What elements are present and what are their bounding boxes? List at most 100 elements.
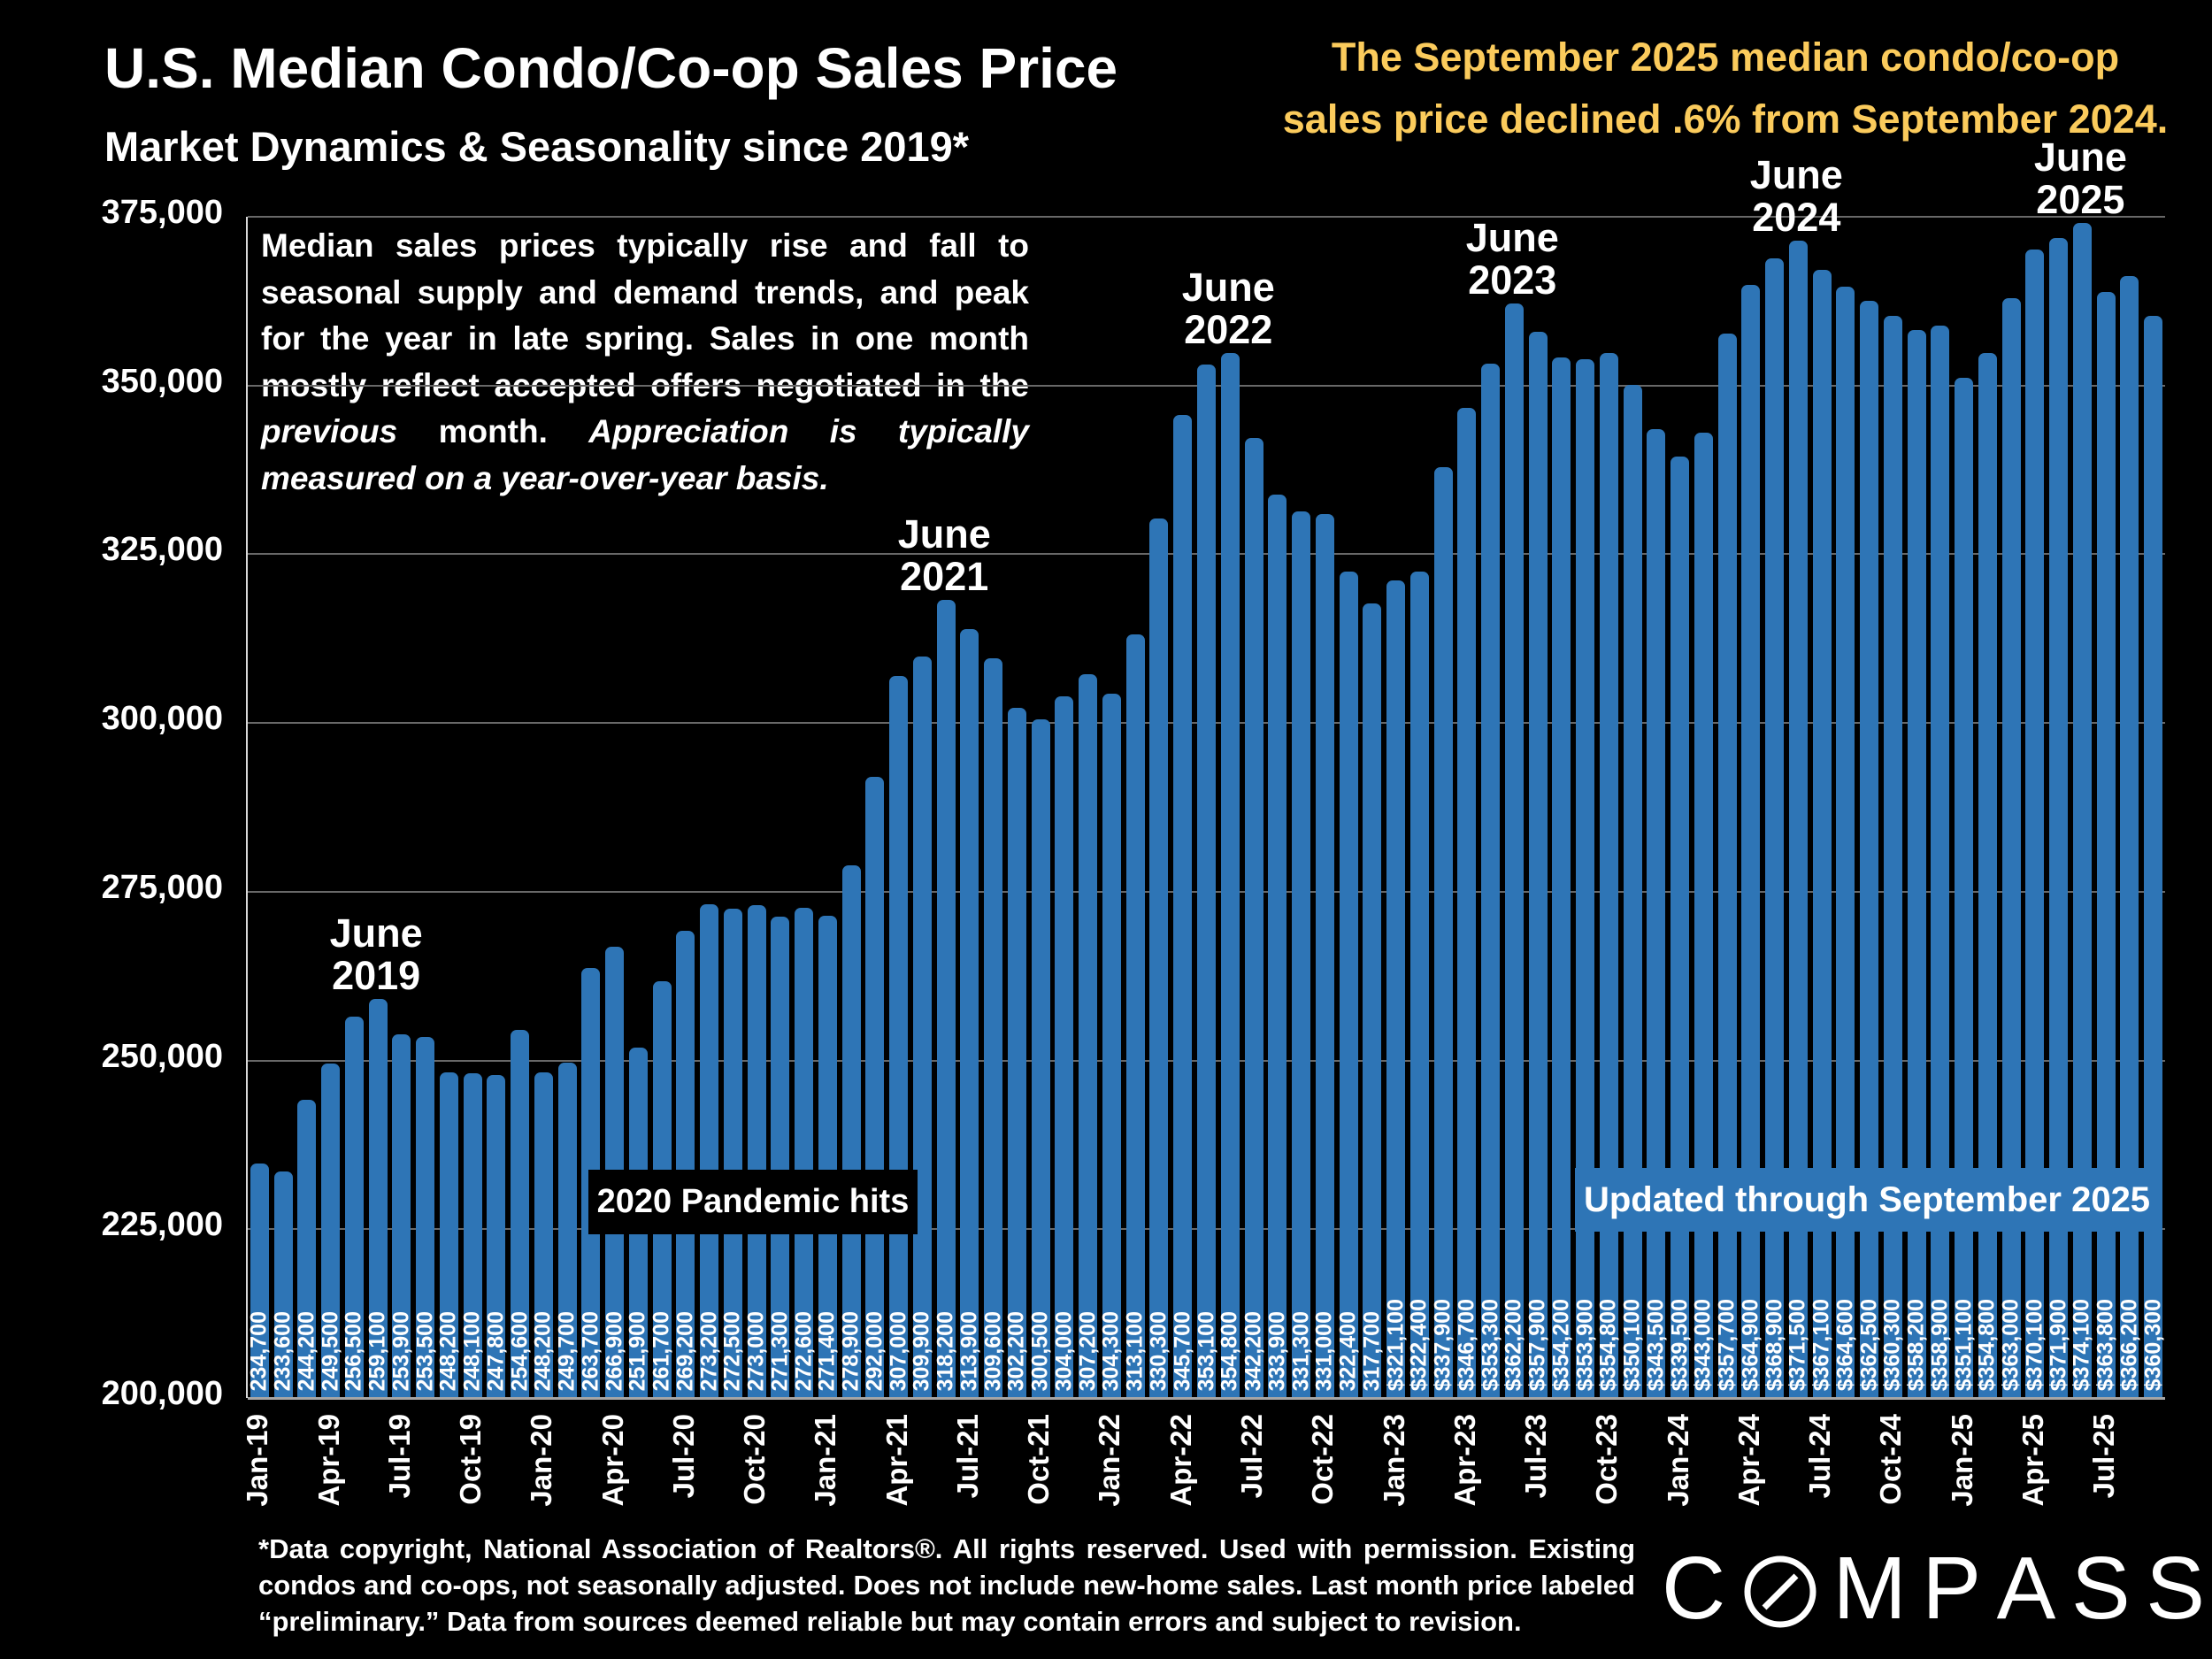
- bar-value-label: $343,000: [1690, 1298, 1716, 1391]
- bar-value-label: 304,000: [1051, 1310, 1077, 1391]
- bar-Jul-20: 269,200: [672, 931, 697, 1398]
- bar-value-label: $353,300: [1478, 1298, 1503, 1391]
- x-axis-tick-label: Jan-21: [809, 1414, 842, 1507]
- bar-value-label: 271,300: [767, 1310, 793, 1391]
- bar-value-label: 251,900: [625, 1310, 650, 1391]
- bar-Dec-20: 272,600: [791, 908, 817, 1398]
- bar-value-label: 273,000: [743, 1310, 769, 1391]
- annotation-june-2023: June 2023: [1465, 214, 1559, 303]
- bar-value-label: 313,100: [1122, 1310, 1148, 1391]
- bar-Mar-24: $357,700: [1715, 334, 1740, 1398]
- bar-Apr-21: 307,000: [886, 675, 910, 1398]
- bar-value-label: $339,500: [1667, 1298, 1693, 1391]
- bar-value-label: $374,100: [2069, 1298, 2094, 1391]
- bar-value-label: $364,600: [1832, 1298, 1858, 1391]
- bar-Aug-22: 333,900: [1264, 494, 1290, 1398]
- bar-Mar-25: $363,000: [1999, 297, 2024, 1398]
- bar-Feb-24: $343,000: [1690, 433, 1716, 1398]
- bar-value-label: 248,100: [459, 1310, 485, 1391]
- bar-Apr-22: 345,700: [1170, 414, 1195, 1398]
- bar-value-label: 342,200: [1240, 1310, 1266, 1391]
- x-axis-tick-label: Apr-19: [311, 1414, 345, 1507]
- x-axis-tick-label: Jul-22: [1235, 1414, 1268, 1499]
- bar-value-label: $343,500: [1643, 1298, 1669, 1391]
- bar-Aug-24: $364,600: [1832, 287, 1858, 1398]
- y-axis-tick-label: 350,000: [101, 362, 223, 400]
- bar-value-label: 300,500: [1027, 1310, 1053, 1391]
- bar-Jul-24: $367,100: [1809, 270, 1834, 1398]
- bar-value-label: 248,200: [435, 1310, 461, 1391]
- x-axis-tick-label: Apr-21: [879, 1414, 913, 1507]
- x-axis-tick-label: Jan-19: [241, 1414, 274, 1507]
- x-axis-tick-label: Apr-23: [1448, 1414, 1481, 1507]
- bar-Jul-25: $363,800: [2093, 292, 2118, 1398]
- bar-Aug-19: 253,500: [412, 1036, 438, 1398]
- bar-value-label: 317,700: [1359, 1310, 1385, 1391]
- bar-value-label: $350,100: [1619, 1298, 1645, 1391]
- bar-Nov-23: $350,100: [1619, 385, 1645, 1398]
- bar-value-label: $371,900: [2046, 1298, 2071, 1391]
- bar-value-label: $367,100: [1809, 1298, 1834, 1391]
- bar-value-label: $371,500: [1785, 1298, 1810, 1391]
- bar-value-label: $363,800: [2093, 1298, 2118, 1391]
- x-axis-tick-label: Apr-25: [2016, 1414, 2049, 1507]
- bar-Oct-23: $354,800: [1596, 353, 1621, 1398]
- bar-Jan-21: 271,400: [815, 916, 840, 1398]
- bar-value-label: 272,600: [791, 1310, 817, 1391]
- bar-Jan-25: $351,100: [1951, 378, 1976, 1398]
- bar-Sep-21: 302,200: [1004, 708, 1029, 1398]
- x-axis-tick-label: Oct-19: [454, 1414, 488, 1505]
- bar-value-label: 309,900: [909, 1310, 934, 1391]
- bar-value-label: 234,700: [246, 1310, 272, 1391]
- bar-value-label: $321,100: [1383, 1298, 1409, 1391]
- commentary-segment: previous: [261, 413, 398, 450]
- logo-letter: C: [1662, 1539, 1728, 1638]
- bar-value-label: $366,200: [2116, 1298, 2142, 1391]
- commentary-segment: month.: [397, 413, 589, 450]
- page-subtitle: Market Dynamics & Seasonality since 2019…: [104, 123, 970, 170]
- bar-Sep-20: 272,500: [720, 908, 745, 1398]
- bar-value-label: 331,000: [1311, 1310, 1337, 1391]
- bar-Aug-21: 309,600: [980, 657, 1005, 1398]
- y-axis-tick-label: 200,000: [101, 1375, 223, 1412]
- logo-letter: M: [1832, 1539, 1909, 1638]
- bar-value-label: 259,100: [365, 1310, 390, 1391]
- bar-value-label: $337,900: [1430, 1298, 1455, 1391]
- bar-Sep-22: 331,300: [1288, 511, 1313, 1398]
- bar-value-label: 333,900: [1264, 1310, 1290, 1391]
- data-source-note: *Data copyright, National Association of…: [258, 1533, 1635, 1638]
- pandemic-callout-label: 2020 Pandemic hits: [596, 1183, 910, 1220]
- x-axis-tick-label: Oct-24: [1874, 1414, 1908, 1505]
- bar-value-label: 253,500: [412, 1310, 438, 1391]
- bar-value-label: 256,500: [341, 1310, 366, 1391]
- bar-value-label: 263,700: [578, 1310, 603, 1391]
- bar-value-label: $322,400: [1406, 1298, 1432, 1391]
- bar-Sep-25: $360,300: [2140, 316, 2165, 1398]
- commentary-segment: Appreciation is typically measured on a …: [261, 413, 1029, 496]
- bar-Apr-24: $364,900: [1738, 285, 1763, 1398]
- bar-value-label: $364,900: [1738, 1298, 1763, 1391]
- x-axis-tick-label: Apr-20: [595, 1414, 629, 1507]
- bar-Nov-21: 304,000: [1051, 695, 1077, 1398]
- bar-Feb-20: 249,700: [555, 1062, 580, 1398]
- gridline: [248, 216, 2165, 218]
- x-axis-tick-label: Oct-21: [1022, 1414, 1056, 1505]
- bar-value-label: 307,200: [1075, 1310, 1101, 1391]
- bar-May-19: 256,500: [341, 1017, 366, 1398]
- y-axis-tick-label: 300,000: [101, 700, 223, 738]
- bar-value-label: 249,500: [318, 1310, 343, 1391]
- bar-Oct-20: 273,000: [743, 905, 769, 1398]
- updated-callout-label: Updated through September 2025: [1583, 1179, 2151, 1219]
- bar-Feb-22: 313,100: [1122, 634, 1148, 1398]
- bar-value-label: $362,500: [1856, 1298, 1882, 1391]
- y-axis-tick-label: 325,000: [101, 531, 223, 569]
- bar-value-label: 304,300: [1098, 1310, 1124, 1391]
- bar-value-label: 345,700: [1170, 1310, 1195, 1391]
- updated-callout: Updated through September 2025: [1575, 1168, 2159, 1232]
- bar-Jul-19: 253,900: [388, 1033, 413, 1398]
- bar-value-label: $360,300: [1879, 1298, 1905, 1391]
- logo-letter: P: [1922, 1539, 1984, 1638]
- bar-Jul-21: 313,900: [956, 629, 981, 1398]
- y-axis-tick-label: 275,000: [101, 868, 223, 906]
- x-axis-tick-label: Jan-20: [525, 1414, 558, 1507]
